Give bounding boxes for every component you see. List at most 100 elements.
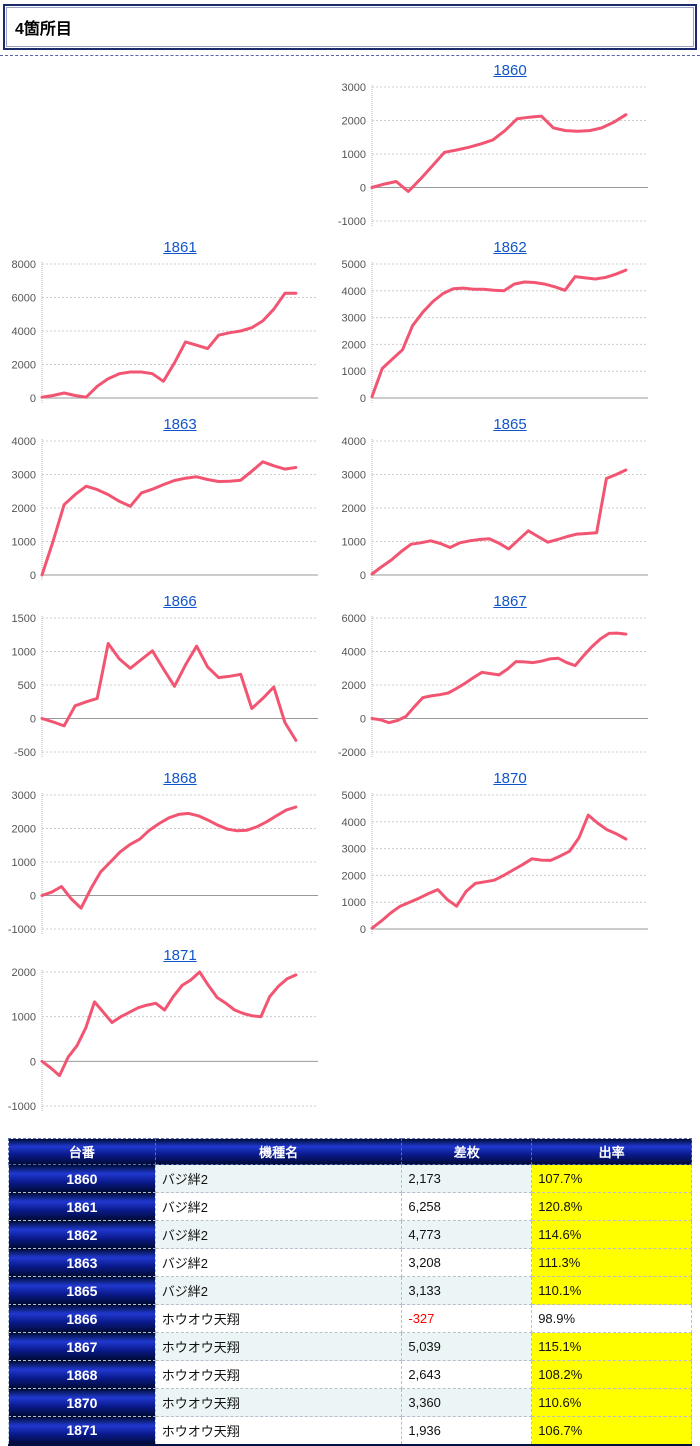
data-series-line: [40, 291, 298, 399]
y-axis-tick-label: 0: [360, 714, 366, 726]
y-axis-tick-label: 0: [360, 393, 366, 405]
y-axis-tick-label: -2000: [338, 747, 366, 759]
y-axis-tick-label: 4000: [342, 817, 366, 829]
diff-medals-cell: 2,173: [401, 1164, 533, 1193]
y-axis-tick-label: -1000: [338, 216, 366, 228]
y-axis-tick-label: 4000: [342, 286, 366, 298]
model-name-cell: バジ絆2: [154, 1192, 403, 1221]
model-name-cell: ホウオウ天翔: [154, 1416, 403, 1445]
y-axis-tick-label: 2000: [342, 870, 366, 882]
line-chart: 1500 1000 500 0 -500: [12, 613, 318, 759]
empty-chart-slot: [2, 62, 332, 239]
y-axis-tick-label: 1000: [12, 1012, 36, 1024]
line-chart: 3000 2000 1000 0 -1000: [338, 82, 648, 228]
model-name-cell: バジ絆2: [154, 1220, 403, 1249]
diff-medals-cell: 1,936: [401, 1416, 533, 1445]
payout-rate-cell: 110.6%: [531, 1388, 692, 1417]
y-axis-tick-label: 6000: [342, 613, 366, 625]
chart-block-1867: 1867 6000 4000 2000 0 -2000: [332, 593, 662, 770]
table-row: 1870 ホウオウ天翔 3,360 110.6%: [8, 1388, 692, 1417]
line-chart: 8000 6000 4000 2000 0: [12, 259, 318, 405]
column-header-model: 機種名: [154, 1138, 403, 1165]
line-chart: 3000 2000 1000 0 -1000: [8, 790, 318, 936]
chart-title-link[interactable]: 1868: [163, 770, 197, 787]
y-axis-tick-label: 2000: [342, 503, 366, 515]
chart-title-link[interactable]: 1867: [493, 593, 527, 610]
payout-rate-cell: 108.2%: [531, 1360, 692, 1389]
chart-title-link[interactable]: 1866: [163, 593, 197, 610]
results-table: 台番 機種名 差枚 出率 1860 バジ絆2 2,173 107.7% 1861 バジ絆2…: [8, 1138, 692, 1446]
y-axis-tick-label: 3000: [342, 82, 366, 94]
chart-title-link[interactable]: 1870: [493, 770, 527, 787]
diff-medals-cell: -327: [401, 1304, 533, 1333]
diff-medals-cell: 5,039: [401, 1332, 533, 1361]
y-axis-tick-label: 2000: [342, 680, 366, 692]
chart-title-link[interactable]: 1871: [163, 947, 197, 964]
chart-block-1865: 1865 4000 3000 2000 1000 0: [332, 416, 662, 593]
y-axis-tick-label: 4000: [342, 647, 366, 659]
line-chart: 5000 4000 3000 2000 1000 0: [342, 790, 648, 936]
y-axis-tick-label: 1000: [342, 897, 366, 909]
y-axis-tick-label: 0: [360, 924, 366, 936]
chart-title-link[interactable]: 1865: [493, 416, 527, 433]
y-axis-tick-label: 5000: [342, 790, 366, 802]
chart-block-1870: 1870 5000 4000 3000 2000 1000 0: [332, 770, 662, 947]
y-axis-tick-label: 3000: [342, 313, 366, 325]
data-series-line: [370, 813, 628, 930]
data-series-line: [40, 970, 298, 1078]
y-axis-tick-label: 1000: [12, 857, 36, 869]
y-axis-tick-label: 3000: [342, 470, 366, 482]
chart-title-link[interactable]: 1863: [163, 416, 197, 433]
payout-rate-cell: 111.3%: [531, 1248, 692, 1277]
y-axis-tick-label: -500: [14, 747, 36, 759]
model-name-cell: ホウオウ天翔: [154, 1304, 403, 1333]
line-chart: 5000 4000 3000 2000 1000 0: [342, 259, 648, 405]
model-name-cell: ホウオウ天翔: [154, 1360, 403, 1389]
y-axis-tick-label: 4000: [342, 436, 366, 448]
machine-no-cell: 1868: [8, 1360, 156, 1389]
data-series-line: [370, 268, 628, 399]
payout-rate-cell: 110.1%: [531, 1276, 692, 1305]
model-name-cell: ホウオウ天翔: [154, 1332, 403, 1361]
chart-block-1860: 1860 3000 2000 1000 0 -1000: [332, 62, 662, 239]
model-name-cell: バジ絆2: [154, 1164, 403, 1193]
y-axis-tick-label: 3000: [342, 844, 366, 856]
machine-no-cell: 1870: [8, 1388, 156, 1417]
chart-title-link[interactable]: 1860: [493, 62, 527, 79]
y-axis-tick-label: 0: [360, 570, 366, 582]
payout-rate-cell: 106.7%: [531, 1416, 692, 1445]
y-axis-tick-label: 8000: [12, 259, 36, 271]
model-name-cell: バジ絆2: [154, 1248, 403, 1277]
model-name-cell: ホウオウ天翔: [154, 1388, 403, 1417]
y-axis-tick-label: 5000: [342, 259, 366, 271]
column-header-rate: 出率: [531, 1138, 692, 1165]
y-axis-tick-label: 4000: [12, 326, 36, 338]
y-axis-tick-label: 1000: [342, 366, 366, 378]
table-row: 1867 ホウオウ天翔 5,039 115.1%: [8, 1332, 692, 1361]
y-axis-tick-label: -1000: [8, 1101, 36, 1113]
y-axis-tick-label: 1000: [342, 149, 366, 161]
y-axis-tick-label: 0: [30, 393, 36, 405]
y-axis-tick-label: 2000: [12, 967, 36, 979]
chart-title-link[interactable]: 1861: [163, 239, 197, 256]
payout-rate-cell: 98.9%: [531, 1304, 692, 1333]
machine-no-cell: 1863: [8, 1248, 156, 1277]
table-row: 1861 バジ絆2 6,258 120.8%: [8, 1192, 692, 1221]
chart-block-1871: 1871 2000 1000 0 -1000: [2, 947, 332, 1124]
diff-medals-cell: 6,258: [401, 1192, 533, 1221]
page-title: 4箇所目: [3, 4, 697, 50]
chart-block-1861: 1861 8000 6000 4000 2000 0: [2, 239, 332, 416]
machine-no-cell: 1865: [8, 1276, 156, 1305]
payout-rate-cell: 107.7%: [531, 1164, 692, 1193]
machine-no-cell: 1867: [8, 1332, 156, 1361]
payout-rate-cell: 115.1%: [531, 1332, 692, 1361]
y-axis-tick-label: 3000: [12, 470, 36, 482]
y-axis-tick-label: 1500: [12, 613, 36, 625]
charts-grid: 1860 3000 2000 1000 0 -1000 1861 8000 6000 4000 20…: [2, 62, 700, 1124]
y-axis-tick-label: 2000: [12, 503, 36, 515]
y-axis-tick-label: 2000: [12, 360, 36, 372]
y-axis-tick-label: 500: [18, 680, 36, 692]
title-divider: [0, 55, 700, 56]
table-row: 1860 バジ絆2 2,173 107.7%: [8, 1164, 692, 1193]
chart-title-link[interactable]: 1862: [493, 239, 527, 256]
